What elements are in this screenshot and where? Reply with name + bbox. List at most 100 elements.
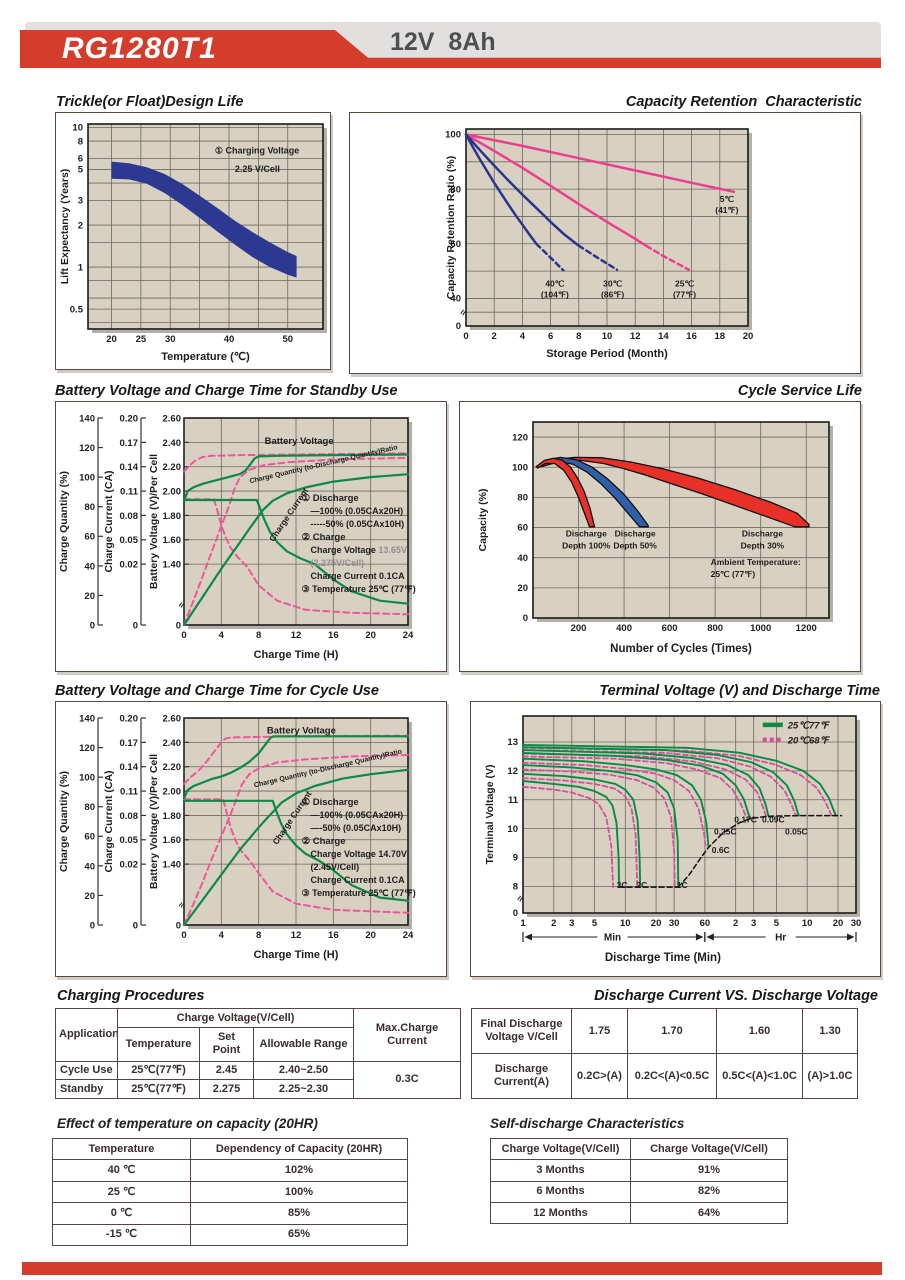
svg-text:0.02: 0.02 <box>120 560 139 571</box>
cyclelife-chart-svg: 200 400 600 800 1000 1200 0 20 40 60 80 100 120 Disch… <box>477 421 833 655</box>
svg-text:120: 120 <box>79 743 95 754</box>
svg-text:2.40: 2.40 <box>163 438 182 449</box>
svg-text:Charge Current 0.1CA: Charge Current 0.1CA <box>311 875 406 885</box>
svg-text:0: 0 <box>181 930 186 941</box>
svg-text:0.5: 0.5 <box>70 304 84 315</box>
svg-text:30: 30 <box>851 918 862 929</box>
svg-text:40: 40 <box>84 861 95 872</box>
svg-text:24: 24 <box>403 930 414 941</box>
self-discharge-table: Charge Voltage(V/Cell) Charge Voltage(V/C… <box>490 1137 788 1225</box>
charging-table-grid: Application Charge Voltage(V/Cell) Max.Cha… <box>55 1008 462 1100</box>
svg-text:3: 3 <box>751 918 756 929</box>
svg-text:10: 10 <box>602 331 613 342</box>
section-title-trickle: Trickle(or Float)Design Life <box>56 94 244 110</box>
svg-text:3C: 3C <box>617 880 628 890</box>
svg-text:0.05: 0.05 <box>120 535 139 546</box>
svg-text:1.60: 1.60 <box>163 835 182 846</box>
svg-text:0.08: 0.08 <box>120 811 139 822</box>
cycle-use-charge-chart: 0 4 8 12 16 20 24 140 120 100 80 60 40 20 0 Charge Quan… <box>55 701 447 977</box>
svg-text:① Discharge: ① Discharge <box>302 493 359 504</box>
svg-text:80: 80 <box>84 802 95 813</box>
svg-text:① Discharge: ① Discharge <box>302 797 359 808</box>
table-cell: Charge Voltage(V/Cell) <box>630 1137 788 1161</box>
section-title-discharge: Discharge Current VS. Discharge Voltage <box>594 988 878 1004</box>
table-cell: Charge Voltage(V/Cell) <box>116 1008 355 1028</box>
section-title-capacity: Capacity Retention Characteristic <box>625 94 862 110</box>
svg-text:5: 5 <box>78 165 84 176</box>
svg-text:20: 20 <box>365 630 376 641</box>
svg-text:0: 0 <box>133 920 138 931</box>
svg-text:0: 0 <box>176 620 181 631</box>
svg-text:0.17: 0.17 <box>120 738 139 749</box>
svg-text:10: 10 <box>620 918 631 929</box>
svg-text:5: 5 <box>592 918 598 929</box>
svg-text:≈: ≈ <box>458 307 471 318</box>
svg-text:2.60: 2.60 <box>163 413 182 424</box>
svg-text:≈: ≈ <box>176 900 187 909</box>
svg-text:① Charging Voltage: ① Charging Voltage <box>215 146 299 156</box>
table-cell: 65% <box>190 1223 408 1247</box>
svg-text:② Charge: ② Charge <box>302 532 346 543</box>
svg-text:80: 80 <box>450 184 461 195</box>
svg-text:400: 400 <box>616 623 632 634</box>
svg-text:600: 600 <box>662 623 678 634</box>
table-cell: Set Point <box>199 1026 254 1062</box>
svg-text:0.17: 0.17 <box>120 438 139 449</box>
svg-text:0.05: 0.05 <box>120 835 139 846</box>
svg-text:Charge Time (H): Charge Time (H) <box>254 949 339 961</box>
svg-text:2.60: 2.60 <box>163 713 182 724</box>
svg-text:5: 5 <box>774 918 780 929</box>
svg-text:60: 60 <box>450 239 461 250</box>
svg-text:(2.275V/Cell): (2.275V/Cell) <box>311 558 365 568</box>
footer-red-bar <box>22 1262 882 1275</box>
svg-text:Ambient Temperature:: Ambient Temperature: <box>711 557 801 567</box>
svg-text:(2.45V/Cell): (2.45V/Cell) <box>311 862 360 872</box>
svg-text:12: 12 <box>507 766 518 777</box>
svg-text:60: 60 <box>700 918 711 929</box>
standby-charge-chart: 0 4 8 12 16 20 24 140 120 100 80 60 40 20 0 Charge Quan… <box>55 401 447 672</box>
svg-text:0: 0 <box>176 920 181 931</box>
table-cell: 1.60 <box>716 1008 803 1054</box>
svg-text:0: 0 <box>90 620 95 631</box>
svg-text:1200: 1200 <box>796 623 817 634</box>
svg-text:0: 0 <box>133 620 138 631</box>
svg-text:60: 60 <box>517 523 528 534</box>
svg-text:0.25C: 0.25C <box>714 826 737 836</box>
section-title-self-discharge: Self-discharge Characteristics <box>490 1116 685 1131</box>
svg-text:2.00: 2.00 <box>163 786 182 797</box>
svg-text:Number of Cycles (Times): Number of Cycles (Times) <box>610 643 752 655</box>
svg-text:8: 8 <box>256 930 261 941</box>
svg-text:Temperature (℃): Temperature (℃) <box>161 351 250 363</box>
svg-text:Terminal Voltage (V): Terminal Voltage (V) <box>484 765 496 865</box>
standby-chart-svg: 0 4 8 12 16 20 24 140 120 100 80 60 40 20 0 Charge Quan… <box>58 413 416 661</box>
svg-text:Battery Voltage: Battery Voltage <box>267 726 336 737</box>
svg-text:12: 12 <box>291 630 302 641</box>
svg-text:10: 10 <box>72 123 83 134</box>
svg-text:2.20: 2.20 <box>163 462 182 473</box>
svg-text:120: 120 <box>512 432 528 443</box>
table-cell: Dependency of Capacity (20HR) <box>190 1137 408 1161</box>
table-cell: 64% <box>630 1201 788 1225</box>
svg-text:40: 40 <box>517 553 528 564</box>
svg-text:1C: 1C <box>677 880 688 890</box>
svg-text:12: 12 <box>291 930 302 941</box>
svg-text:0.05C: 0.05C <box>785 826 808 836</box>
svg-text:6: 6 <box>548 331 553 342</box>
selfdischarge-table-grid: Charge Voltage(V/Cell) Charge Voltage(V/C… <box>490 1137 788 1225</box>
table-cell: 2.40~2.50 <box>252 1060 355 1081</box>
svg-text:20: 20 <box>517 583 528 594</box>
table-cell: 12 Months <box>490 1201 631 1225</box>
section-title-standby: Battery Voltage and Charge Time for Stan… <box>55 383 398 399</box>
svg-text:100: 100 <box>79 473 95 484</box>
svg-text:Battery Voltage (V)/Per Cell: Battery Voltage (V)/Per Cell <box>148 454 160 589</box>
svg-text:4: 4 <box>219 630 225 641</box>
svg-text:50: 50 <box>282 334 293 345</box>
svg-text:0: 0 <box>523 613 528 624</box>
svg-text:120: 120 <box>79 443 95 454</box>
terminal-voltage-chart: 1 2 3 5 10 20 30 60 2 3 5 10 20 30 13 12 11 10 9 8 0 25℃77℉ 20… <box>470 701 881 977</box>
table-cell: 25℃(77℉) <box>117 1060 200 1081</box>
svg-text:1: 1 <box>520 918 526 929</box>
svg-text:25℃ (77℉): 25℃ (77℉) <box>711 569 756 579</box>
effect-table-grid: Temperature Dependency of Capacity (20HR)… <box>52 1137 408 1247</box>
svg-text:18: 18 <box>715 331 726 342</box>
